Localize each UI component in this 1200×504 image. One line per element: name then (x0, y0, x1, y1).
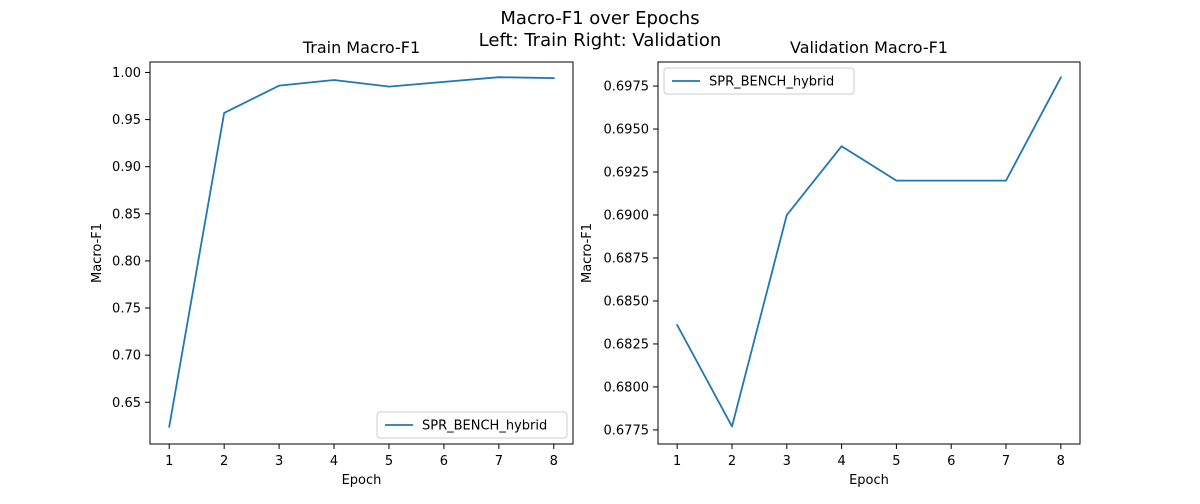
legend-box (663, 67, 855, 95)
y-tick-label: 0.6900 (604, 209, 650, 224)
x-tick-label: 1 (673, 454, 681, 469)
x-tick-label: 4 (837, 454, 845, 469)
y-tick-label: 0.6775 (604, 423, 650, 438)
legend-label: SPR_BENCH_hybrid (709, 75, 834, 90)
y-tick-label: 0.6800 (604, 380, 650, 395)
x-tick-label: 8 (550, 454, 558, 469)
y-tick-label: 0.80 (112, 254, 141, 269)
x-tick-label: 2 (220, 454, 228, 469)
y-tick-label: 0.6925 (604, 166, 650, 181)
y-tick-label: 0.70 (112, 349, 141, 364)
x-axis-label: Epoch (342, 473, 382, 488)
series-line (168, 76, 555, 428)
chart-panel: Validation Macro-F1 1 2 3 4 5 6 7 8 0.6775 0.6800 0… (580, 38, 1081, 488)
y-tick-label: 0.85 (112, 207, 141, 222)
y-tick-label: 0.65 (112, 396, 141, 411)
y-tick-label: 0.90 (112, 160, 141, 175)
x-axis-label: Epoch (849, 473, 889, 488)
y-tick-label: 0.6825 (604, 337, 650, 352)
y-tick-label: 0.6975 (604, 80, 650, 95)
axes-frame (657, 61, 1081, 445)
y-tick-label: 0.95 (112, 113, 141, 128)
y-tick-label: 0.6950 (604, 123, 650, 138)
y-axis-label: Macro-F1 (90, 223, 105, 283)
legend: SPR_BENCH_hybrid (376, 411, 568, 439)
panel-title: Validation Macro-F1 (790, 38, 948, 57)
figure-title-line-2: Left: Train Right: Validation (479, 30, 722, 51)
y-tick-label: 0.6875 (604, 251, 650, 266)
chart-panel: Train Macro-F1 1 2 3 4 5 6 7 8 0.65 0.70 0.75 0.80 0.… (90, 38, 574, 488)
y-tick-label: 0.6850 (604, 294, 650, 309)
y-tick-label: 0.75 (112, 302, 141, 317)
x-tick-label: 6 (440, 454, 448, 469)
panel-title: Train Macro-F1 (302, 38, 420, 57)
x-tick-label: 3 (275, 454, 283, 469)
x-tick-label: 7 (495, 454, 503, 469)
x-tick-label: 5 (892, 454, 900, 469)
x-tick-label: 3 (783, 454, 791, 469)
x-tick-label: 2 (728, 454, 736, 469)
legend-label: SPR_BENCH_hybrid (422, 419, 547, 434)
x-tick-label: 7 (1002, 454, 1010, 469)
legend-box (376, 411, 568, 439)
figure-title-line-1: Macro-F1 over Epochs (500, 8, 699, 29)
x-tick-label: 4 (330, 454, 338, 469)
x-tick-label: 1 (165, 454, 173, 469)
x-tick-label: 6 (947, 454, 955, 469)
x-tick-label: 8 (1057, 454, 1065, 469)
chart-panels: Train Macro-F1 1 2 3 4 5 6 7 8 0.65 0.70 0.75 0.80 0.… (90, 38, 1081, 488)
y-axis-label: Macro-F1 (580, 223, 595, 283)
axes-frame (149, 61, 574, 445)
y-tick-label: 1.00 (112, 66, 141, 81)
series-line (675, 76, 1063, 428)
legend: SPR_BENCH_hybrid (663, 67, 855, 95)
x-tick-label: 5 (385, 454, 393, 469)
